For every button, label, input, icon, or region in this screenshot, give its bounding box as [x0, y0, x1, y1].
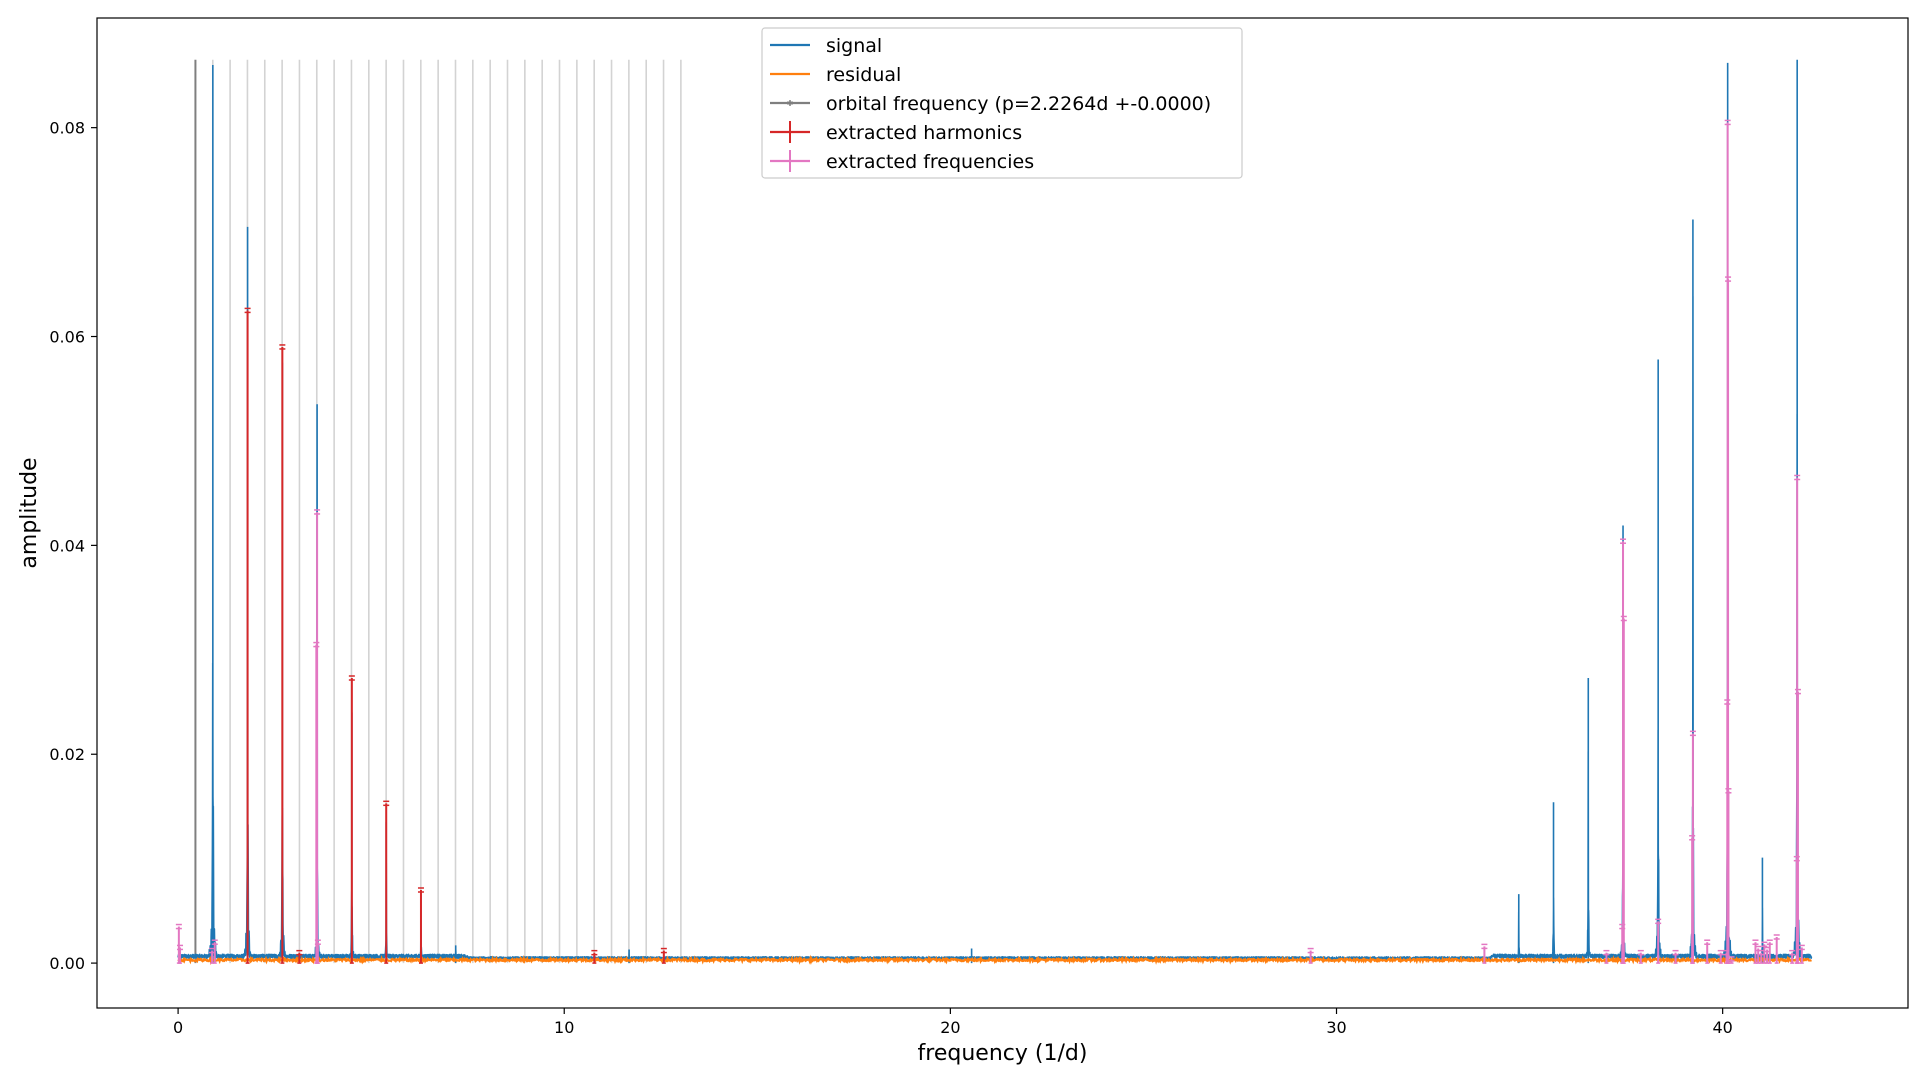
y-tick-label: 0.06 [49, 328, 85, 347]
residual-series [177, 954, 1812, 966]
legend-item: extracted frequencies [770, 150, 1034, 173]
legend-item: extracted harmonics [770, 121, 1022, 144]
y-tick-label: 0.02 [49, 745, 85, 764]
plot-area [175, 59, 1813, 966]
legend: signal residual orbital frequency (p=2.226… [761, 27, 1243, 179]
y-tick-label: 0.00 [49, 954, 85, 973]
legend-label: orbital frequency (p=2.2264d +-0.0000) [826, 93, 1211, 115]
y-tick-label: 0.04 [49, 536, 85, 555]
x-tick-label: 20 [940, 1018, 960, 1037]
plot-frame [96, 17, 1909, 1009]
legend-label: extracted frequencies [826, 151, 1034, 173]
legend-box [761, 27, 1243, 179]
y-axis-title: amplitude [17, 457, 42, 568]
legend-item: signal [770, 35, 882, 57]
y-tick-label: 0.08 [49, 119, 85, 138]
legend-item: orbital frequency (p=2.2264d +-0.0000) [770, 93, 1211, 115]
x-axis-title: frequency (1/d) [918, 1041, 1088, 1066]
x-tick-label: 0 [173, 1018, 183, 1037]
x-tick-label: 10 [554, 1018, 574, 1037]
legend-item: residual [770, 64, 901, 86]
legend-label: signal [826, 35, 882, 57]
legend-label: extracted harmonics [826, 122, 1022, 144]
x-tick-label: 30 [1326, 1018, 1346, 1037]
plot-content [175, 59, 1813, 966]
legend-label: residual [826, 64, 901, 86]
axes: 0 10 20 30 40 0.00 0.02 0.04 0.06 0.08 [49, 119, 1732, 1037]
x-tick-label: 40 [1712, 1018, 1732, 1037]
